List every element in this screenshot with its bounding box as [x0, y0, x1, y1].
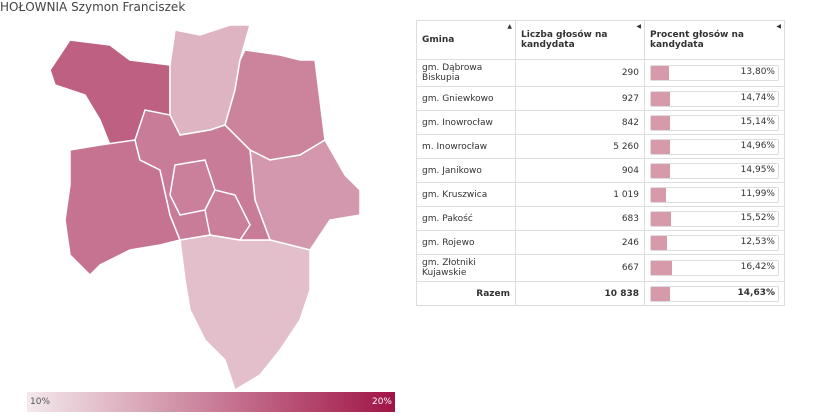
votes: 246	[515, 230, 645, 255]
votes: 904	[515, 158, 645, 183]
header[interactable]: Procent głosów na kandydata ◀	[644, 20, 785, 60]
percent-bar-box: 15,14%	[650, 114, 779, 131]
table-row: gm. Rojewo 246 12,53%	[416, 230, 785, 255]
table-row: Razem 10 838 14,63%	[416, 281, 785, 306]
percent-label: 15,52%	[740, 212, 775, 223]
percent-label: 14,96%	[740, 140, 775, 151]
percent-bar	[651, 91, 670, 106]
percent-bar-box: 14,63%	[650, 285, 779, 302]
table-row: gm. Kruszwica 1 019 11,99%	[416, 182, 785, 207]
gmina: gm. Dąbrowa Biskupia	[416, 59, 516, 87]
percent-bar-box: 14,95%	[650, 162, 779, 179]
votes: 10 838	[515, 281, 645, 306]
percent-label: 15,14%	[740, 116, 775, 127]
percent-bar	[651, 261, 672, 275]
percent-cell: 14,96%	[644, 134, 785, 159]
gmina: gm. Inowrocław	[416, 110, 516, 135]
percent-bar-box: 15,52%	[650, 210, 779, 227]
gmina: gm. Gniewkowo	[416, 86, 516, 111]
percent-bar	[651, 115, 671, 130]
table-row: gm. Złotniki Kujawskie 667 16,42%	[416, 254, 785, 282]
map	[49, 24, 361, 392]
gmina: gm. Złotniki Kujawskie	[416, 254, 516, 282]
percent-bar-box: 12,53%	[650, 234, 779, 251]
table-row: gm. Dąbrowa Biskupia 290 13,80%	[416, 59, 785, 87]
table-row: m. Inowrocław 5 260 14,96%	[416, 134, 785, 159]
header[interactable]: Liczba głosów na kandydata ◀	[515, 20, 645, 60]
votes: 683	[515, 206, 645, 231]
percent-bar-box: 14,74%	[650, 90, 779, 107]
gmina: Razem	[416, 281, 516, 306]
percent-cell: 13,80%	[644, 59, 785, 87]
percent-label: 14,74%	[740, 92, 775, 103]
legend-max: 20%	[371, 397, 392, 407]
region[interactable]	[204, 189, 251, 241]
percent-cell: 14,95%	[644, 158, 785, 183]
percent-bar	[651, 211, 671, 226]
color-legend: 10% 20%	[27, 392, 395, 412]
votes: 5 260	[515, 134, 645, 159]
title: HOŁOWNIA Szymon Franciszek	[0, 0, 186, 14]
percent-bar	[651, 163, 670, 178]
header[interactable]: Gmina ▲	[416, 20, 516, 60]
results-table: Gmina ▲ Liczba głosów na kandydata ◀ Proce…	[416, 20, 785, 306]
gmina: gm. Janikowo	[416, 158, 516, 183]
votes: 927	[515, 86, 645, 111]
percent-bar-box: 14,96%	[650, 138, 779, 155]
percent-bar	[651, 139, 670, 154]
percent-bar-box: 13,80%	[650, 65, 779, 81]
gmina: m. Inowrocław	[416, 134, 516, 159]
region[interactable]	[179, 234, 311, 392]
legend-min: 10%	[30, 397, 51, 407]
percent-bar	[651, 286, 670, 301]
gmina: gm. Kruszwica	[416, 182, 516, 207]
percent-bar	[651, 235, 667, 250]
percent-label: 13,80%	[740, 67, 775, 77]
percent-cell: 14,74%	[644, 86, 785, 111]
table-row: gm. Janikowo 904 14,95%	[416, 158, 785, 183]
table-row: gm. Inowrocław 842 15,14%	[416, 110, 785, 135]
votes: 290	[515, 59, 645, 87]
percent-cell: 14,63%	[644, 281, 785, 306]
percent-cell: 12,53%	[644, 230, 785, 255]
percent-bar-box: 16,42%	[650, 260, 779, 276]
gmina: gm. Rojewo	[416, 230, 516, 255]
percent-bar-box: 11,99%	[650, 186, 779, 203]
percent-label: 16,42%	[740, 262, 775, 272]
votes: 667	[515, 254, 645, 282]
gmina: gm. Pakość	[416, 206, 516, 231]
percent-cell: 15,14%	[644, 110, 785, 135]
table-row: gm. Gniewkowo 927 14,74%	[416, 86, 785, 111]
table-row: gm. Pakość 683 15,52%	[416, 206, 785, 231]
percent-bar	[651, 187, 667, 202]
percent-label: 14,63%	[737, 287, 776, 298]
percent-cell: 11,99%	[644, 182, 785, 207]
percent-bar	[651, 66, 669, 80]
votes: 842	[515, 110, 645, 135]
percent-cell: 16,42%	[644, 254, 785, 282]
percent-label: 11,99%	[740, 188, 775, 199]
percent-label: 12,53%	[740, 236, 775, 247]
percent-label: 14,95%	[740, 164, 775, 175]
percent-cell: 15,52%	[644, 206, 785, 231]
votes: 1 019	[515, 182, 645, 207]
